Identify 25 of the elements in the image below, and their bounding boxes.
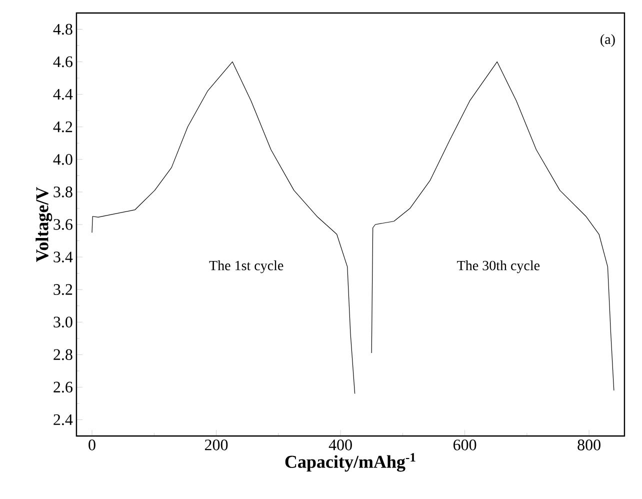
y-tick-label: 3.6	[54, 219, 72, 230]
x-tick-label: 400	[328, 440, 352, 450]
y-tick-label: 3.4	[54, 252, 73, 262]
y-tick-label: 4.2	[53, 121, 72, 132]
y-tick-label: 4.8	[53, 24, 72, 35]
annotation: The 1st cycle	[209, 260, 284, 274]
text: Capacity/mAhg$^{-1}$	[285, 453, 416, 472]
y-tick-label: 4.4	[53, 88, 73, 100]
x-tick-label: 0	[88, 440, 96, 450]
y-tick-label: 2.8	[54, 349, 72, 360]
y-tick-label: 2.4	[54, 414, 73, 426]
line-series	[371, 62, 614, 391]
x-tick-label: 800	[578, 440, 600, 450]
x-tick-label: 600	[453, 440, 476, 450]
y-tick-label: 4.0	[53, 154, 72, 165]
y-tick-label: 3.8	[54, 186, 72, 198]
y-tick-label: 4.6	[53, 56, 72, 68]
annotation: The 30th cycle	[457, 260, 540, 274]
line-series	[92, 62, 356, 394]
y-axis-title: Voltage/V	[36, 187, 52, 262]
y-tick-label: 3.2	[54, 284, 72, 295]
y-tick-label: 3.0	[54, 316, 72, 328]
y-tick-label: 2.6	[54, 382, 72, 393]
x-tick-label: 200	[204, 440, 228, 450]
annotation: (a)	[600, 34, 615, 47]
